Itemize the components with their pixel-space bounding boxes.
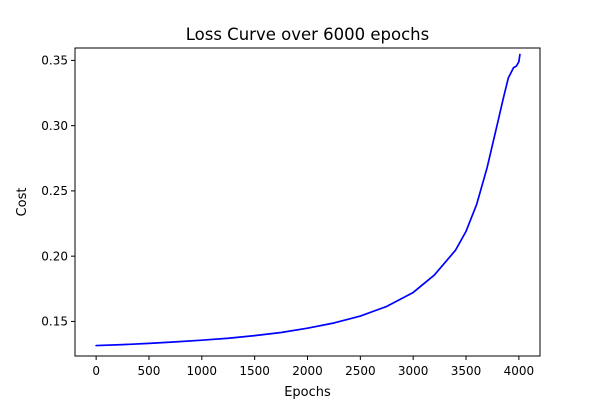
x-tick-label: 4000	[504, 364, 535, 378]
y-tick-label: 0.20	[41, 249, 68, 263]
axes-frame	[74, 47, 541, 357]
x-tick-label: 500	[138, 364, 161, 378]
loss-series-line	[95, 53, 521, 347]
x-tick-label: 1000	[187, 364, 218, 378]
x-tick-label: 3500	[451, 364, 482, 378]
chart-title: Loss Curve over 6000 epochs	[186, 25, 429, 44]
y-axis-label: Cost	[15, 188, 30, 217]
x-tick-label: 1500	[239, 364, 270, 378]
x-tick-label: 0	[92, 364, 100, 378]
y-tick-label: 0.15	[41, 315, 68, 329]
plot-area	[74, 47, 541, 357]
x-tick-label: 3000	[398, 364, 429, 378]
series-layer	[95, 53, 521, 347]
x-axis: 0 500 1000 1500 2000 2500 3000 3500 4000	[92, 356, 534, 378]
y-axis: 0.15 0.20 0.25 0.30 0.35	[41, 54, 75, 329]
x-axis-label: Epochs	[284, 385, 331, 400]
y-tick-label: 0.35	[41, 54, 68, 68]
x-tick-label: 2000	[292, 364, 323, 378]
x-tick-label: 2500	[345, 364, 376, 378]
y-tick-label: 0.30	[41, 119, 68, 133]
y-tick-label: 0.25	[41, 184, 68, 198]
